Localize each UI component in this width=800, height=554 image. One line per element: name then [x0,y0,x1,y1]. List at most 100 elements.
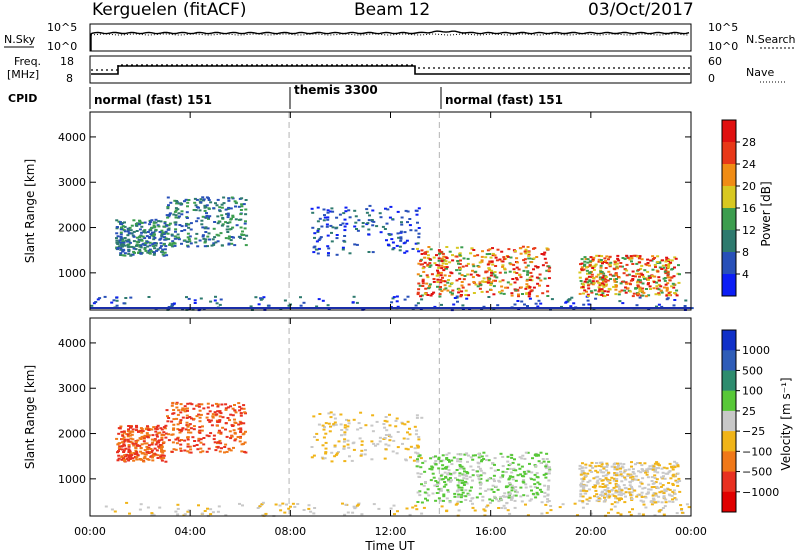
data-cell [485,454,489,457]
data-cell [506,509,510,512]
data-cell [644,295,648,298]
data-cell [458,254,462,257]
data-cell [572,308,576,311]
data-cell [355,301,359,304]
data-cell [445,246,449,248]
data-cell [329,411,333,414]
data-cell [612,278,616,281]
data-cell [523,457,527,460]
data-cell [634,478,638,481]
data-cell [447,471,451,474]
data-cell [152,514,156,517]
data-cell [436,281,440,283]
data-cell [638,485,642,488]
data-cell [161,451,165,454]
data-cell [600,479,604,482]
data-cell [186,205,189,208]
data-cell [527,254,531,257]
data-cell [457,509,461,512]
data-cell [596,482,600,485]
data-cell [623,476,627,479]
data-cell [138,249,142,251]
data-cell [536,282,540,285]
data-cell [436,278,440,281]
data-cell [156,441,160,444]
data-cell [127,252,131,255]
data-cell [579,263,582,266]
data-cell [514,486,518,488]
colorbar-swatch [722,491,736,513]
data-cell [631,263,635,265]
data-cell [663,270,667,273]
data-cell [629,283,632,286]
data-cell [257,303,261,306]
data-cell [510,294,514,297]
data-cell [528,293,532,296]
colorbar-tick-label: 8 [742,246,749,259]
data-cell [147,296,151,298]
data-cell [143,244,147,247]
data-cell [610,488,614,491]
data-cell [135,236,139,239]
data-cell [245,234,249,237]
data-cell [174,209,178,212]
data-cell [666,488,670,491]
data-cell [163,221,167,224]
colorbar-swatch [722,208,736,231]
data-cell [609,264,612,267]
data-cell [165,409,169,412]
data-cell [222,202,226,205]
data-cell [354,506,358,509]
data-cell [659,289,663,292]
data-cell [168,222,172,225]
data-cell [384,416,388,418]
data-cell [597,254,601,257]
data-cell [442,269,446,272]
data-cell [625,263,629,266]
data-cell [665,467,669,470]
data-cell [455,296,459,299]
data-cell [488,498,492,501]
data-cell [515,261,519,264]
data-cell [193,302,197,304]
data-cell [597,497,601,500]
data-cell [142,457,146,460]
data-cell [122,436,126,439]
data-cell [415,213,419,216]
data-cell [678,480,682,482]
data-cell [214,241,218,244]
date-title: 03/Oct/2017 [588,0,694,20]
data-cell [137,430,140,433]
data-cell [590,471,594,473]
data-cell [667,294,671,296]
data-cell [194,209,198,212]
data-cell [153,225,157,228]
data-cell [196,217,200,220]
data-cell [533,473,537,476]
data-cell [405,239,409,242]
data-cell [466,492,470,495]
data-cell [620,280,624,283]
data-cell [395,452,399,455]
data-cell [417,445,420,448]
nave-label: Nave [746,66,774,79]
data-cell [494,485,498,488]
data-cell [665,256,669,259]
data-cell [613,466,617,469]
data-cell [185,211,189,214]
data-cell [633,489,637,492]
data-cell [228,228,232,231]
colorbar-swatch [722,120,736,143]
nave-trace [91,64,690,71]
data-cell [291,502,295,505]
data-cell [532,247,535,250]
data-cell [477,465,481,468]
data-cell [414,433,418,436]
data-cell [491,254,495,257]
data-cell [186,510,190,513]
data-cell [594,484,597,487]
data-cell [398,249,402,252]
data-cell [485,505,488,508]
data-cell [119,221,122,224]
data-cell [641,287,645,290]
